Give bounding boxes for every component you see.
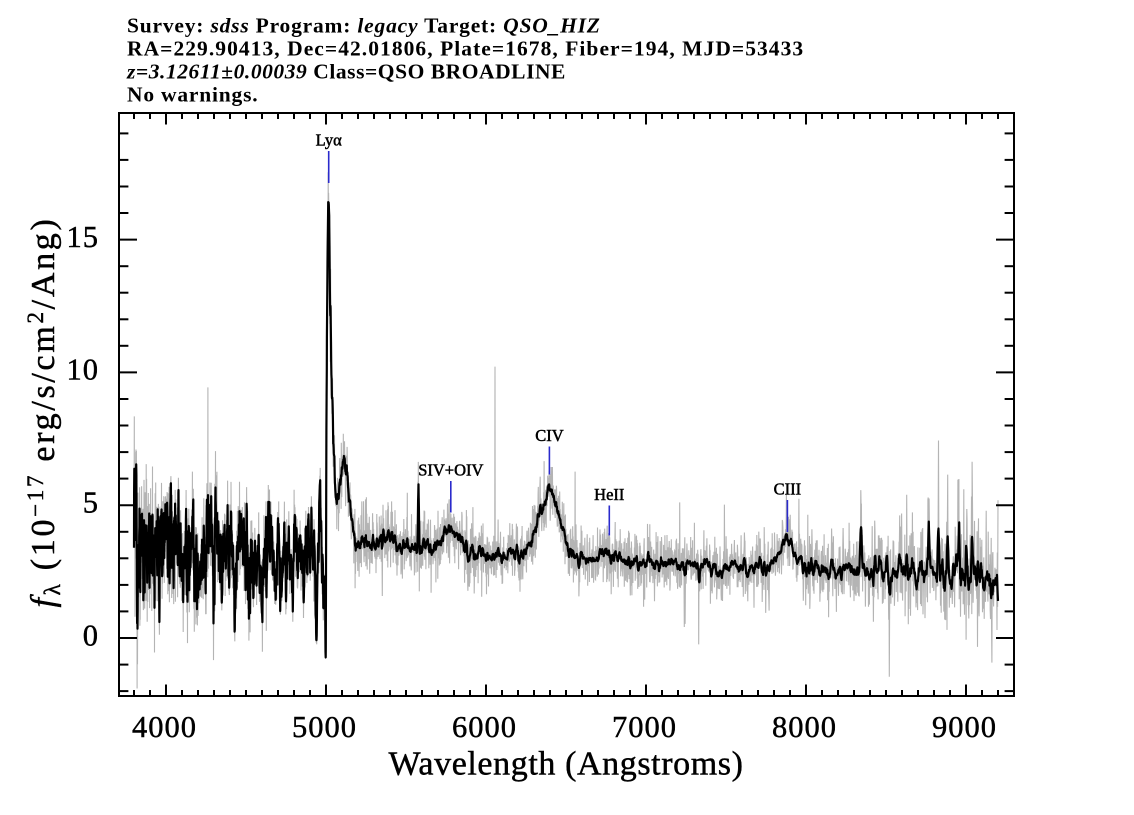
svg-text:5000: 5000 [292,710,357,744]
svg-text:4000: 4000 [132,710,197,744]
svg-text:0: 0 [83,618,99,652]
svg-text:z=3.12611±0.00039 Class=QSO BR: z=3.12611±0.00039 Class=QSO BROADLINE [126,60,566,84]
svg-text:RA=229.90413, Dec=42.01806, Pl: RA=229.90413, Dec=42.01806, Plate=1678, … [127,36,804,60]
svg-text:CIV: CIV [535,426,564,445]
svg-text:9000: 9000 [932,710,997,744]
svg-text:Lyα: Lyα [316,131,342,150]
svg-text:6000: 6000 [452,710,517,744]
svg-text:No warnings.: No warnings. [127,83,258,107]
svg-text:15: 15 [67,220,100,254]
svg-text:SIV+OIV: SIV+OIV [418,461,483,480]
svg-text:fλ (10−17 erg/s/cm2/Ang): fλ (10−17 erg/s/cm2/Ang) [23,216,65,607]
svg-text:Wavelength (Angstroms): Wavelength (Angstroms) [388,746,743,783]
svg-text:8000: 8000 [772,710,837,744]
svg-text:Survey: sdss Program: legacy T: Survey: sdss Program: legacy Target: QSO… [127,13,601,37]
svg-text:5: 5 [83,486,99,520]
svg-text:10: 10 [67,353,100,387]
svg-text:7000: 7000 [612,710,677,744]
svg-text:CIII: CIII [774,480,802,499]
svg-text:HeII: HeII [594,485,624,504]
